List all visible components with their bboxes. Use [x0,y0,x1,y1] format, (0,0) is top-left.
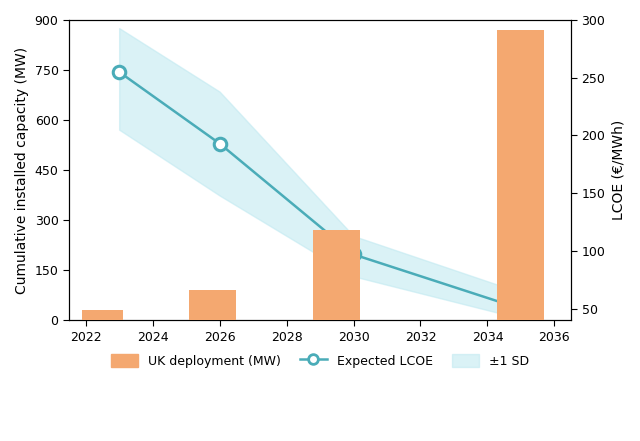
Bar [497,30,545,320]
Bar [83,310,122,320]
Bar [314,230,360,320]
Legend: UK deployment (MW), Expected LCOE, ±1 SD: UK deployment (MW), Expected LCOE, ±1 SD [104,348,536,374]
Y-axis label: Cumulative installed capacity (MW): Cumulative installed capacity (MW) [15,47,29,294]
Y-axis label: LCOE (€/MWh): LCOE (€/MWh) [611,120,625,220]
Bar [189,290,236,320]
